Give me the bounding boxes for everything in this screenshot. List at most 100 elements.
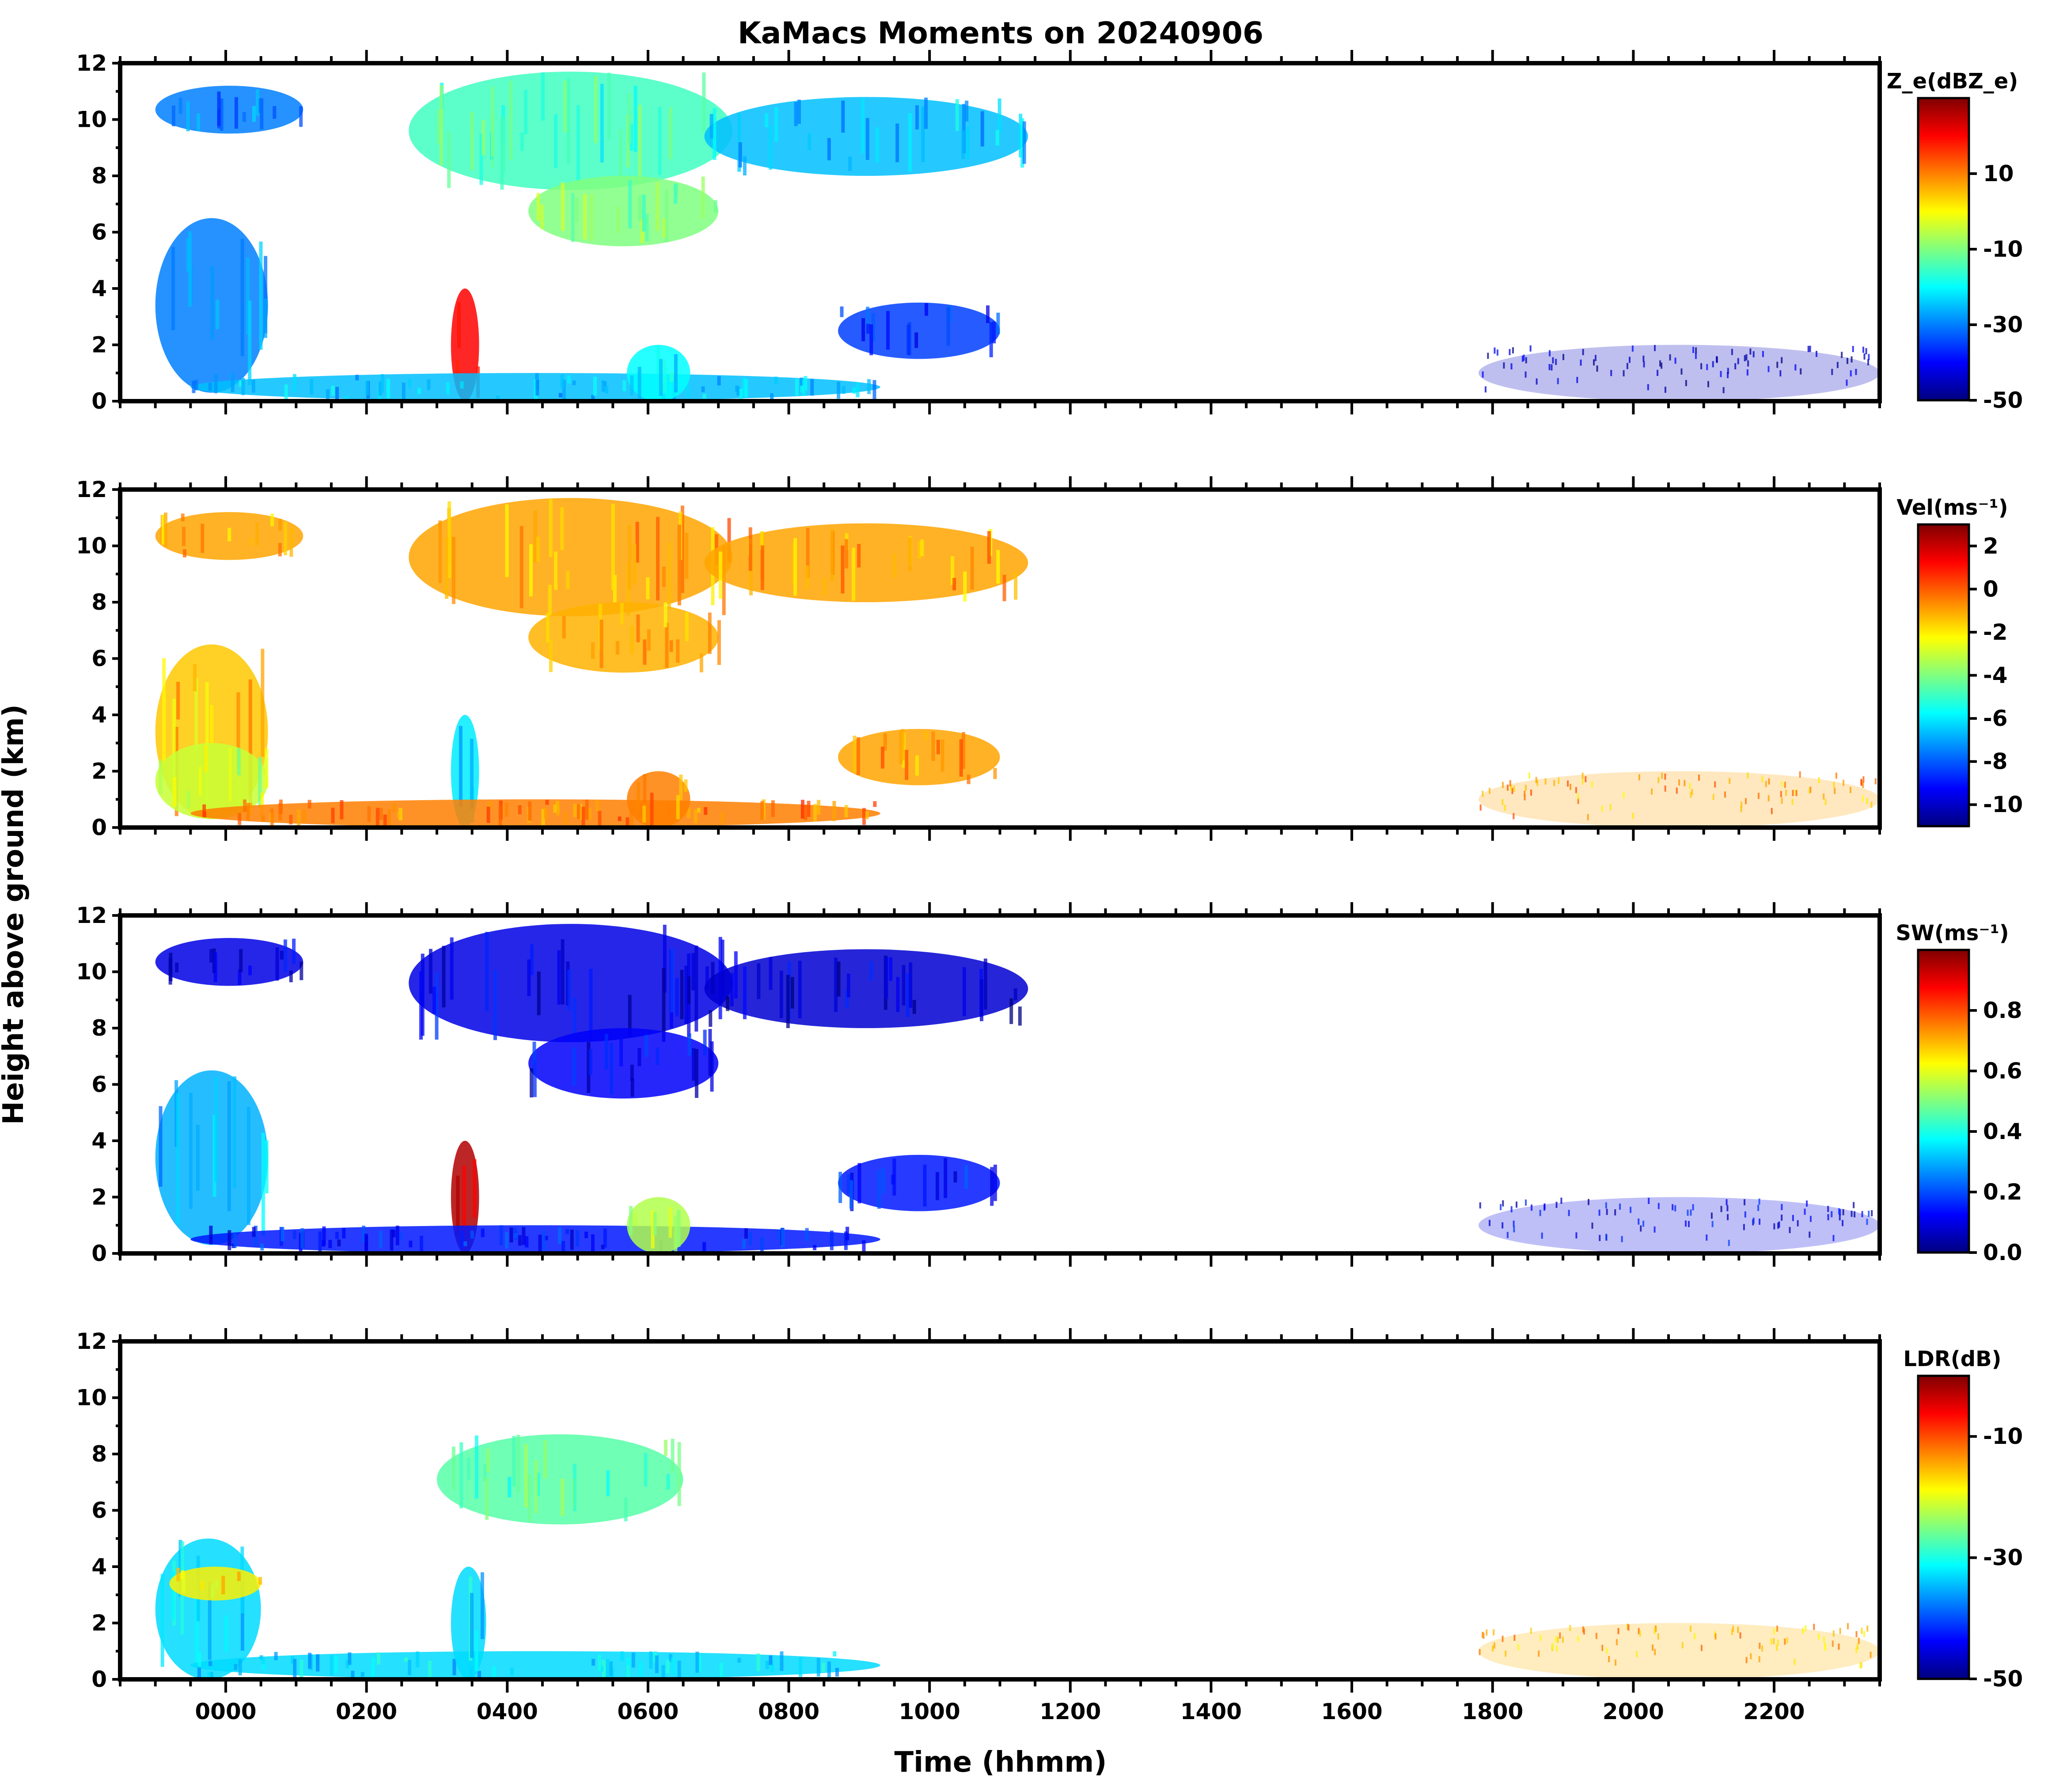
colorbar-gradient bbox=[1918, 98, 1969, 400]
echo-streak bbox=[1789, 1227, 1791, 1234]
echo-streak bbox=[1687, 1209, 1689, 1216]
echo-streak bbox=[553, 805, 557, 813]
echo-streak bbox=[744, 379, 748, 398]
echo-streak bbox=[182, 1571, 186, 1593]
echo-streak bbox=[541, 72, 545, 121]
echo-streak bbox=[322, 1226, 326, 1246]
echo-streak bbox=[891, 1174, 895, 1185]
echo-streak bbox=[1487, 353, 1489, 359]
echo-streak bbox=[1489, 787, 1491, 794]
echo-streak bbox=[348, 1652, 352, 1665]
echo-streak bbox=[171, 106, 175, 126]
echo-streak bbox=[1502, 1222, 1504, 1229]
echo-streak bbox=[602, 1659, 606, 1678]
echo-streak bbox=[833, 1651, 837, 1657]
echo-streak bbox=[416, 1652, 420, 1668]
echo-streak bbox=[409, 1241, 413, 1248]
echo-streak bbox=[655, 1655, 659, 1673]
echo-streak bbox=[188, 231, 192, 307]
echo-streak bbox=[233, 1233, 237, 1248]
echo-streak bbox=[1817, 1633, 1820, 1640]
echo-streak bbox=[849, 1180, 853, 1209]
echo-layer bbox=[155, 924, 1880, 1253]
echo-streak bbox=[1853, 1202, 1855, 1208]
echo-streak bbox=[572, 380, 576, 385]
echo-streak bbox=[664, 1439, 667, 1456]
echo-streak bbox=[669, 640, 673, 652]
echo-streak bbox=[986, 305, 990, 323]
echo-streak bbox=[1536, 780, 1539, 786]
echo-streak bbox=[1479, 1649, 1481, 1655]
echo-streak bbox=[1559, 1632, 1561, 1639]
echo-streak bbox=[534, 1460, 538, 1514]
echo-streak bbox=[737, 1658, 741, 1663]
echo-streak bbox=[488, 801, 492, 810]
echo-streak bbox=[1657, 777, 1660, 783]
echo-streak bbox=[1706, 1234, 1708, 1241]
x-tick-label: 1000 bbox=[899, 1699, 960, 1724]
x-tick-label: 1200 bbox=[1039, 1699, 1101, 1724]
echo-streak bbox=[1517, 1644, 1519, 1651]
y-tick-label: 6 bbox=[91, 1072, 107, 1097]
echo-streak bbox=[668, 1207, 672, 1238]
echo-streak bbox=[428, 1660, 432, 1677]
echo-streak bbox=[248, 679, 252, 807]
echo-streak bbox=[1509, 349, 1511, 355]
echo-streak bbox=[798, 961, 802, 1018]
echo-streak bbox=[980, 111, 984, 147]
echo-streak bbox=[444, 537, 448, 599]
echo-streak bbox=[645, 213, 649, 242]
colorbar-tick-label: 0.0 bbox=[1983, 1240, 2022, 1265]
echo-streak bbox=[1689, 782, 1691, 789]
echo-layer bbox=[155, 498, 1880, 828]
echo-streak bbox=[1638, 1628, 1640, 1634]
echo-streak bbox=[952, 578, 956, 591]
echo-streak bbox=[1711, 1221, 1714, 1227]
echo-streak bbox=[351, 1671, 355, 1678]
echo-streak bbox=[1536, 378, 1538, 385]
echo-streak bbox=[528, 801, 532, 821]
echo-streak bbox=[522, 1227, 526, 1245]
echo-streak bbox=[1623, 370, 1625, 376]
echo-streak bbox=[857, 1163, 861, 1204]
echo-streak bbox=[446, 382, 450, 395]
colorbar-tick-label: -10 bbox=[1983, 1424, 2023, 1449]
echo-streak bbox=[677, 1210, 681, 1247]
echo-streak bbox=[1580, 359, 1582, 366]
echo-streak bbox=[261, 1133, 265, 1236]
echo-streak bbox=[1836, 362, 1839, 368]
echo-streak bbox=[575, 197, 579, 223]
echo-streak bbox=[702, 72, 706, 134]
echo-streak bbox=[739, 388, 743, 400]
echo-streak bbox=[936, 740, 940, 755]
x-tick-label: 1600 bbox=[1321, 1699, 1383, 1724]
echo-streak bbox=[1863, 353, 1866, 360]
colorbar-tick-label: -4 bbox=[1983, 663, 2008, 688]
x-tick-label: 0400 bbox=[477, 1699, 538, 1724]
echo-streak bbox=[482, 120, 485, 156]
echo-streak bbox=[871, 313, 875, 342]
echo-streak bbox=[656, 1047, 660, 1065]
echo-streak bbox=[590, 194, 594, 241]
echo-streak bbox=[643, 639, 647, 665]
echo-streak bbox=[1690, 1209, 1692, 1216]
echo-streak bbox=[624, 1497, 628, 1522]
echo-streak bbox=[925, 303, 929, 316]
echo-streak bbox=[543, 1440, 547, 1479]
echo-streak bbox=[227, 1081, 231, 1211]
echo-streak bbox=[866, 307, 870, 326]
echo-streak bbox=[1557, 378, 1559, 384]
echo-region bbox=[528, 1028, 719, 1099]
y-tick-label: 12 bbox=[76, 1329, 107, 1354]
echo-streak bbox=[1643, 361, 1645, 368]
echo-streak bbox=[1757, 1204, 1760, 1211]
echo-streak bbox=[875, 127, 879, 163]
echo-streak bbox=[186, 101, 190, 132]
y-tick-label: 8 bbox=[91, 589, 107, 615]
echo-streak bbox=[1795, 790, 1798, 797]
echo-streak bbox=[498, 805, 502, 827]
echo-streak bbox=[255, 522, 259, 545]
echo-streak bbox=[844, 805, 848, 818]
echo-streak bbox=[659, 359, 663, 396]
echo-streak bbox=[360, 1672, 364, 1677]
